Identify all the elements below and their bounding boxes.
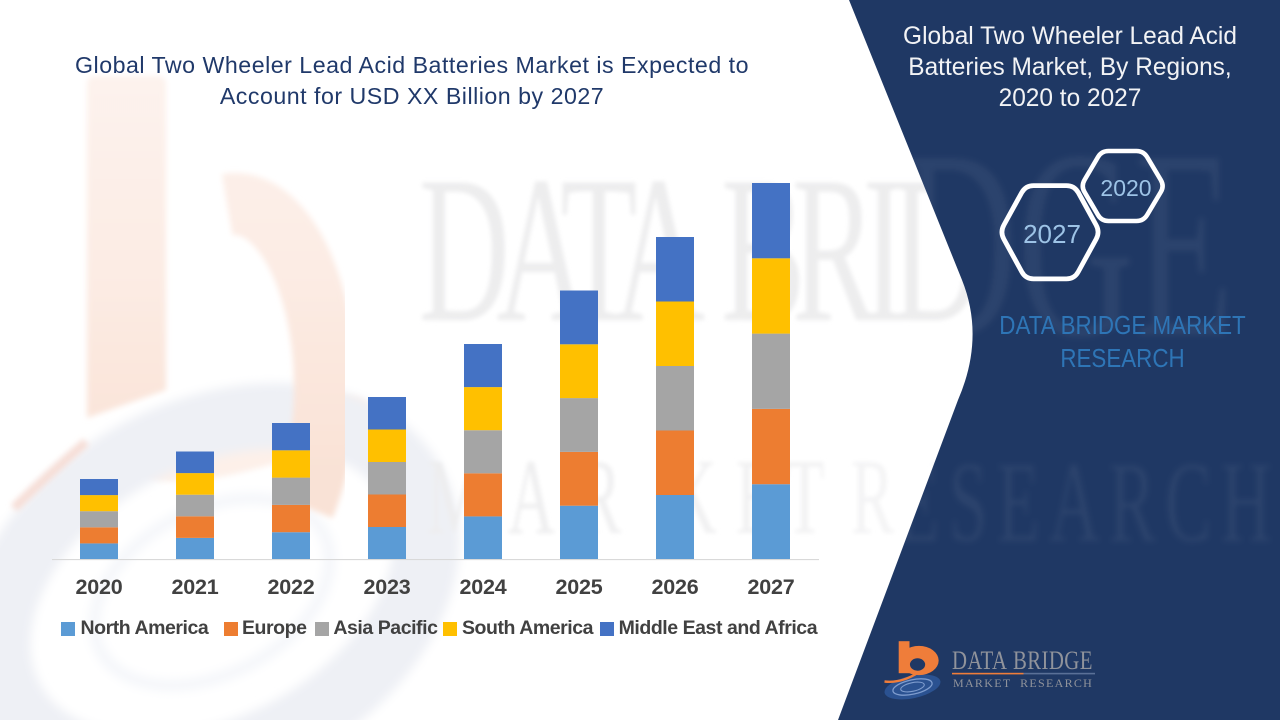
svg-text:MARKETRE: MARKETRE — [427, 438, 970, 557]
